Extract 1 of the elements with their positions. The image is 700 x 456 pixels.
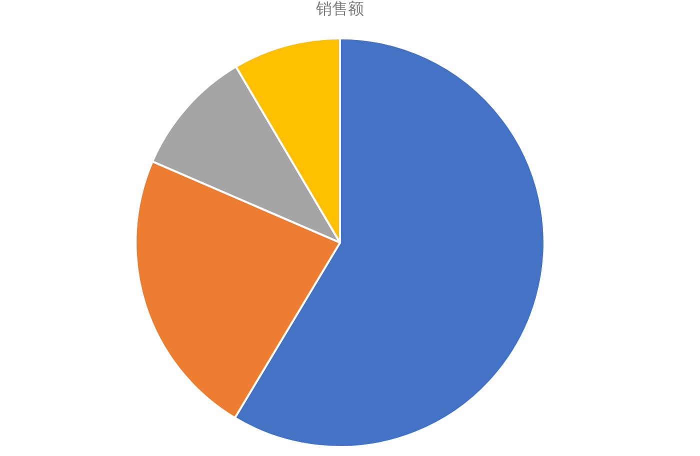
chart-title: 销售额 [315, 0, 364, 18]
